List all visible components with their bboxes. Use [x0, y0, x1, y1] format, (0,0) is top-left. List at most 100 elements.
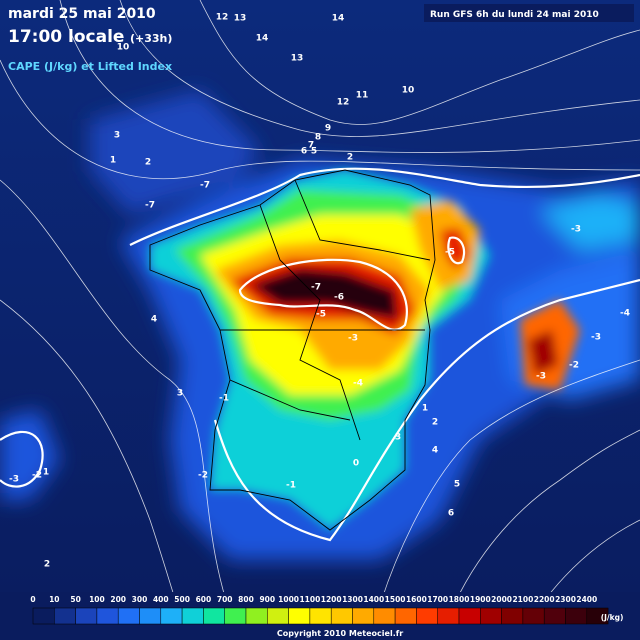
legend-label: 2400 — [576, 595, 597, 604]
legend-swatch — [267, 607, 289, 625]
contour-label: 6 — [301, 147, 307, 157]
legend-label: 1700 — [427, 595, 448, 604]
legend-label: 900 — [259, 595, 275, 604]
legend-swatch — [373, 607, 396, 625]
contour-label: 10 — [117, 43, 130, 53]
contour-label: 1 — [110, 156, 116, 166]
legend-label: 1900 — [470, 595, 491, 604]
legend-swatch — [117, 607, 140, 625]
contour-label: 4 — [432, 446, 438, 456]
subtitle: CAPE (J/kg) et Lifted Index — [8, 60, 172, 73]
legend-label: 600 — [196, 595, 212, 604]
contour-label: 13 — [234, 14, 247, 24]
legend: 0 10 50 100 200 300 400 500 600 700 800 900 1000 1100… — [30, 595, 624, 625]
borders — [149, 169, 436, 531]
contour-label: 14 — [332, 14, 345, 24]
legend-swatch — [480, 607, 502, 625]
contour-label: 5 — [311, 147, 317, 157]
contour-label: -3 — [348, 334, 358, 344]
date: mardi 25 mai 2010 — [8, 6, 156, 22]
contour-label: -3 — [591, 333, 601, 343]
legend-swatch — [394, 607, 417, 625]
contour-label: -2 — [32, 471, 42, 481]
legend-swatch — [330, 607, 353, 625]
legend-label: 1200 — [321, 595, 342, 604]
legend-swatch — [437, 607, 460, 625]
contour-label: 2 — [432, 418, 438, 428]
legend-swatch — [288, 607, 311, 625]
legend-swatch — [75, 607, 98, 625]
contour-label: 3 — [395, 433, 401, 443]
contour-label: 6 — [448, 509, 454, 519]
legend-swatch — [181, 607, 204, 625]
run-box — [424, 4, 634, 22]
contour-label: -5 — [445, 248, 455, 258]
legend-label: 2000 — [491, 595, 512, 604]
legend-swatch — [139, 607, 162, 625]
contour-label: 3 — [114, 131, 120, 141]
legend-label: 300 — [132, 595, 148, 604]
contour-label: -3 — [9, 475, 19, 485]
legend-label: 2200 — [534, 595, 555, 604]
contour-label: 14 — [256, 34, 269, 44]
legend-swatch — [586, 607, 609, 625]
legend-swatch — [245, 607, 268, 625]
legend-label: 400 — [153, 595, 169, 604]
legend-swatch — [458, 607, 481, 625]
contour-label: 1 — [422, 404, 428, 414]
legend-swatch — [309, 607, 332, 625]
contour-label: -1 — [286, 481, 296, 491]
legend-swatch — [501, 607, 524, 625]
contour-label: -3 — [571, 225, 581, 235]
legend-label: 1600 — [406, 595, 427, 604]
legend-label: 1100 — [299, 595, 320, 604]
contour-label: 9 — [325, 124, 331, 134]
contour-label: 11 — [356, 91, 369, 101]
legend-swatch — [565, 607, 588, 625]
legend-label: 1000 — [278, 595, 299, 604]
legend-label: 1300 — [342, 595, 363, 604]
legend-label: 700 — [217, 595, 233, 604]
contour-label: -5 — [316, 310, 326, 320]
legend-label: 10 — [49, 595, 59, 604]
legend-swatch — [203, 607, 225, 625]
legend-label: 200 — [110, 595, 126, 604]
legend-label: 1800 — [449, 595, 470, 604]
legend-label: 50 — [70, 595, 80, 604]
legend-swatch — [32, 607, 55, 625]
legend-label: 1400 — [363, 595, 384, 604]
legend-swatch — [160, 607, 183, 625]
contour-label: -2 — [569, 361, 579, 371]
copyright: Copyright 2010 Meteociel.fr — [277, 629, 403, 638]
legend-unit: (J/kg) — [601, 613, 624, 622]
legend-swatch — [416, 607, 438, 625]
header: mardi 25 mai 2010 17:00 locale (+33h) CA… — [8, 4, 634, 73]
run-info: Run GFS 6h du lundi 24 mai 2010 — [430, 10, 599, 20]
legend-label: 500 — [174, 595, 190, 604]
legend-swatch — [54, 607, 76, 625]
legend-swatch — [522, 607, 545, 625]
contour-label: 1 — [43, 468, 49, 478]
contour-label: 13 — [291, 54, 304, 64]
contour-label: 2 — [145, 158, 151, 168]
legend-label: 2300 — [555, 595, 576, 604]
contour-label: -7 — [200, 181, 210, 191]
contour-label: 2 — [44, 560, 50, 570]
legend-label: 2100 — [512, 595, 533, 604]
contour-label: 10 — [402, 86, 415, 96]
contour-label: 2 — [347, 153, 353, 163]
legend-label: 1500 — [385, 595, 406, 604]
contour-label: 12 — [337, 98, 350, 108]
legend-swatch — [352, 607, 375, 625]
contour-label: -4 — [620, 309, 630, 319]
contour-label: 5 — [454, 480, 460, 490]
contour-label: -2 — [198, 471, 208, 481]
contour-label: -4 — [353, 379, 363, 389]
lead-time: (+33h) — [130, 32, 172, 45]
legend-label: 100 — [89, 595, 105, 604]
legend-swatch — [96, 607, 119, 625]
legend-swatch — [543, 607, 566, 625]
